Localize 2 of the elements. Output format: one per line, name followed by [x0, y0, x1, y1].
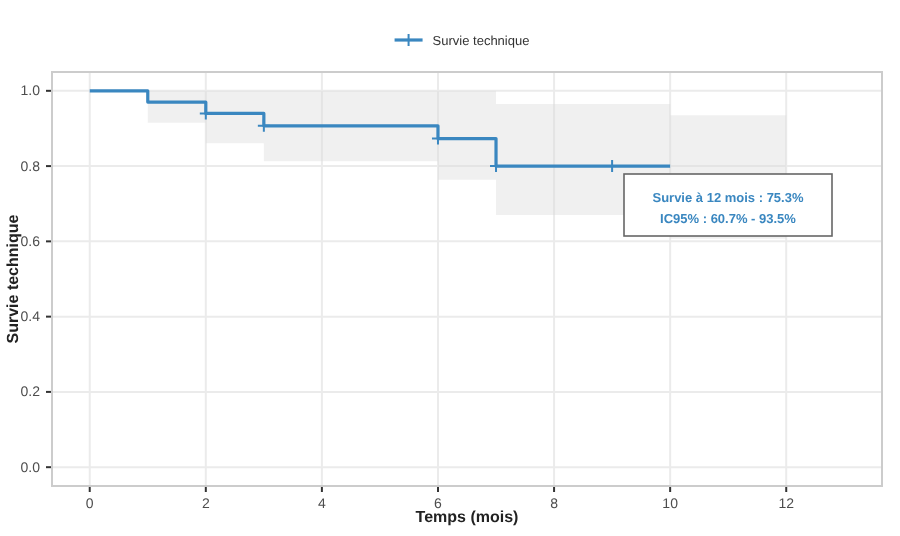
y-axis-title: Survie technique [4, 213, 22, 344]
x-axis-title: Temps (mois) [415, 508, 520, 526]
